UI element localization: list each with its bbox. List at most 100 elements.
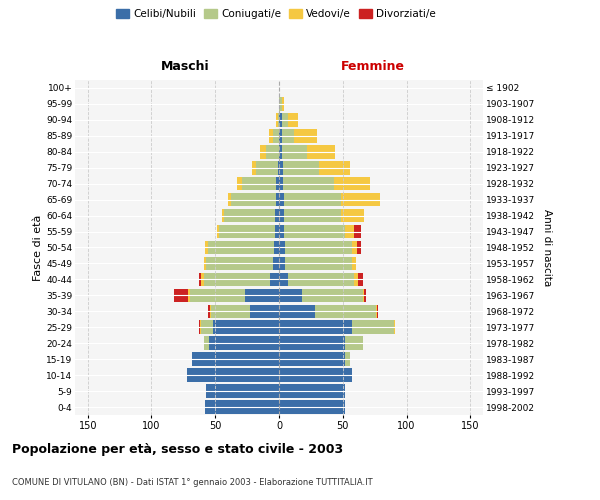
Bar (260, 145, 279, 158)
Bar (279, 288, 363, 302)
Bar (279, 272, 358, 286)
Bar (279, 336, 346, 350)
Bar (279, 240, 361, 254)
Bar (187, 368, 279, 382)
Bar (217, 225, 279, 238)
Bar (279, 177, 334, 190)
Bar (279, 384, 346, 398)
Bar (275, 225, 279, 238)
Bar (205, 400, 279, 414)
Bar (279, 145, 307, 158)
Bar (208, 240, 279, 254)
Bar (279, 145, 335, 158)
Bar (206, 384, 279, 398)
Bar (199, 320, 279, 334)
Bar (279, 288, 366, 302)
Bar (279, 193, 284, 206)
Bar (256, 161, 279, 174)
Bar (204, 256, 279, 270)
Y-axis label: Anni di nascita: Anni di nascita (542, 209, 551, 286)
Bar (279, 256, 356, 270)
Bar (279, 384, 346, 398)
Bar (230, 193, 279, 206)
Bar (277, 113, 279, 126)
Bar (277, 193, 279, 206)
Bar (275, 209, 279, 222)
Bar (279, 304, 379, 318)
Bar (279, 209, 341, 222)
Bar (279, 400, 346, 414)
Bar (199, 272, 279, 286)
Bar (279, 113, 298, 126)
Bar (270, 272, 279, 286)
Bar (279, 288, 364, 302)
Bar (279, 177, 370, 190)
Bar (221, 209, 279, 222)
Bar (279, 272, 354, 286)
Bar (279, 97, 284, 110)
Bar (205, 240, 279, 254)
Bar (279, 161, 283, 174)
Bar (224, 209, 279, 222)
Bar (193, 352, 279, 366)
Bar (242, 177, 279, 190)
Bar (206, 384, 279, 398)
Bar (279, 384, 346, 398)
Bar (204, 336, 279, 350)
Bar (279, 304, 315, 318)
Bar (193, 352, 279, 366)
Bar (277, 177, 279, 190)
Bar (279, 304, 376, 318)
Bar (279, 400, 346, 414)
Bar (175, 288, 279, 302)
Bar (193, 352, 279, 366)
Bar (279, 209, 364, 222)
Bar (279, 113, 298, 126)
Bar (274, 240, 279, 254)
Bar (209, 336, 279, 350)
Bar (206, 384, 279, 398)
Bar (217, 225, 279, 238)
Bar (279, 368, 352, 382)
Bar (279, 320, 395, 334)
Bar (278, 113, 279, 126)
Bar (237, 177, 279, 190)
Bar (279, 161, 319, 174)
Text: Popolazione per età, sesso e stato civile - 2003: Popolazione per età, sesso e stato civil… (12, 442, 343, 456)
Legend: Celibi/Nubili, Coniugati/e, Vedovi/e, Divorziati/e: Celibi/Nubili, Coniugati/e, Vedovi/e, Di… (112, 5, 440, 24)
Bar (221, 209, 279, 222)
Bar (201, 272, 279, 286)
Bar (205, 400, 279, 414)
Bar (279, 193, 380, 206)
Bar (279, 113, 281, 126)
Bar (279, 193, 341, 206)
Bar (279, 400, 346, 414)
Bar (279, 384, 346, 398)
Bar (279, 225, 354, 238)
Bar (205, 400, 279, 414)
Bar (279, 352, 350, 366)
Bar (279, 352, 346, 366)
Y-axis label: Fasce di età: Fasce di età (33, 214, 43, 280)
Bar (279, 145, 335, 158)
Bar (219, 225, 279, 238)
Bar (279, 336, 363, 350)
Text: Femmine: Femmine (341, 60, 405, 74)
Bar (279, 288, 302, 302)
Bar (279, 368, 352, 382)
Bar (279, 240, 286, 254)
Bar (213, 320, 279, 334)
Bar (279, 256, 286, 270)
Bar (204, 336, 279, 350)
Bar (250, 304, 279, 318)
Bar (279, 225, 346, 238)
Bar (208, 304, 279, 318)
Bar (279, 272, 288, 286)
Bar (188, 288, 279, 302)
Bar (279, 129, 317, 142)
Bar (187, 368, 279, 382)
Bar (204, 256, 279, 270)
Bar (279, 225, 284, 238)
Bar (279, 320, 395, 334)
Bar (269, 129, 279, 142)
